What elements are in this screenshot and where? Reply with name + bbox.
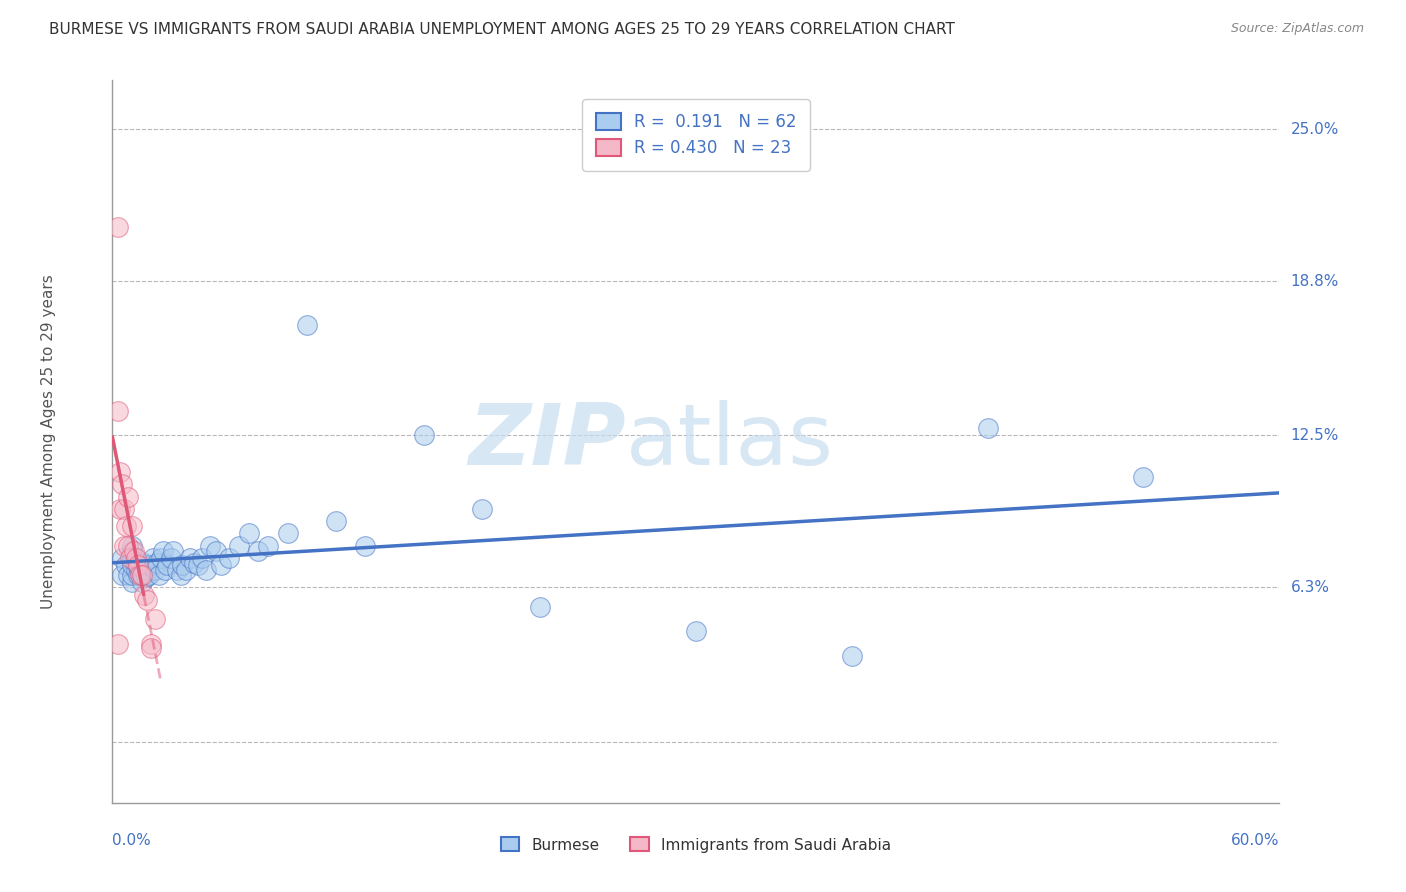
- Point: [132, 588, 155, 602]
- Point: [111, 568, 134, 582]
- Text: BURMESE VS IMMIGRANTS FROM SAUDI ARABIA UNEMPLOYMENT AMONG AGES 25 TO 29 YEARS C: BURMESE VS IMMIGRANTS FROM SAUDI ARABIA …: [49, 22, 955, 37]
- Point: [142, 550, 165, 565]
- Point: [125, 563, 148, 577]
- Point: [112, 539, 135, 553]
- Point: [138, 568, 160, 582]
- Point: [209, 558, 232, 573]
- Point: [194, 563, 217, 577]
- Point: [976, 421, 998, 435]
- Text: Source: ZipAtlas.com: Source: ZipAtlas.com: [1230, 22, 1364, 36]
- Point: [112, 502, 135, 516]
- Point: [136, 592, 159, 607]
- Point: [125, 556, 148, 570]
- Point: [179, 550, 201, 565]
- Point: [276, 526, 298, 541]
- Point: [121, 575, 143, 590]
- Point: [115, 519, 138, 533]
- Point: [115, 558, 138, 573]
- Point: [183, 556, 205, 570]
- Point: [354, 539, 377, 553]
- Point: [111, 477, 134, 491]
- Point: [128, 568, 150, 582]
- Point: [156, 558, 179, 573]
- Point: [204, 543, 226, 558]
- Point: [160, 550, 183, 565]
- Point: [247, 543, 270, 558]
- Point: [121, 519, 143, 533]
- Text: 60.0%: 60.0%: [1232, 833, 1279, 848]
- Text: ZIP: ZIP: [468, 400, 626, 483]
- Point: [166, 563, 188, 577]
- Point: [685, 624, 707, 639]
- Point: [117, 490, 139, 504]
- Point: [172, 558, 194, 573]
- Point: [141, 558, 163, 573]
- Point: [257, 539, 280, 553]
- Text: 18.8%: 18.8%: [1291, 274, 1339, 289]
- Point: [132, 563, 155, 577]
- Point: [132, 556, 155, 570]
- Point: [121, 568, 143, 582]
- Point: [127, 558, 149, 573]
- Point: [122, 543, 145, 558]
- Point: [238, 526, 260, 541]
- Point: [121, 539, 143, 553]
- Point: [128, 566, 150, 580]
- Point: [131, 575, 153, 590]
- Point: [169, 568, 191, 582]
- Legend: Burmese, Immigrants from Saudi Arabia: Burmese, Immigrants from Saudi Arabia: [494, 830, 898, 860]
- Point: [187, 558, 209, 573]
- Point: [198, 539, 221, 553]
- Point: [841, 648, 863, 663]
- Point: [228, 539, 250, 553]
- Point: [148, 568, 170, 582]
- Text: 6.3%: 6.3%: [1291, 580, 1330, 595]
- Point: [110, 465, 132, 479]
- Point: [150, 550, 173, 565]
- Point: [131, 568, 153, 582]
- Point: [218, 550, 240, 565]
- Point: [295, 318, 318, 333]
- Point: [110, 502, 132, 516]
- Point: [127, 568, 149, 582]
- Text: 0.0%: 0.0%: [112, 833, 152, 848]
- Point: [107, 220, 129, 235]
- Text: atlas: atlas: [626, 400, 834, 483]
- Point: [1132, 470, 1154, 484]
- Point: [141, 641, 163, 656]
- Point: [107, 404, 129, 418]
- Point: [127, 558, 149, 573]
- Point: [529, 599, 551, 614]
- Point: [136, 563, 159, 577]
- Point: [121, 550, 143, 565]
- Point: [325, 514, 347, 528]
- Point: [176, 563, 198, 577]
- Point: [135, 570, 157, 584]
- Point: [152, 543, 174, 558]
- Point: [162, 543, 184, 558]
- Point: [141, 637, 163, 651]
- Point: [121, 558, 143, 573]
- Point: [131, 568, 153, 582]
- Text: 25.0%: 25.0%: [1291, 122, 1339, 136]
- Point: [107, 637, 129, 651]
- Point: [143, 563, 166, 577]
- Point: [118, 550, 141, 565]
- Point: [412, 428, 434, 442]
- Point: [143, 612, 166, 626]
- Point: [121, 543, 143, 558]
- Text: Unemployment Among Ages 25 to 29 years: Unemployment Among Ages 25 to 29 years: [41, 274, 56, 609]
- Point: [146, 556, 169, 570]
- Point: [191, 550, 214, 565]
- Point: [117, 568, 139, 582]
- Point: [125, 550, 148, 565]
- Text: 12.5%: 12.5%: [1291, 428, 1339, 443]
- Point: [471, 502, 494, 516]
- Point: [136, 558, 159, 573]
- Point: [111, 550, 134, 565]
- Point: [117, 539, 139, 553]
- Point: [153, 563, 176, 577]
